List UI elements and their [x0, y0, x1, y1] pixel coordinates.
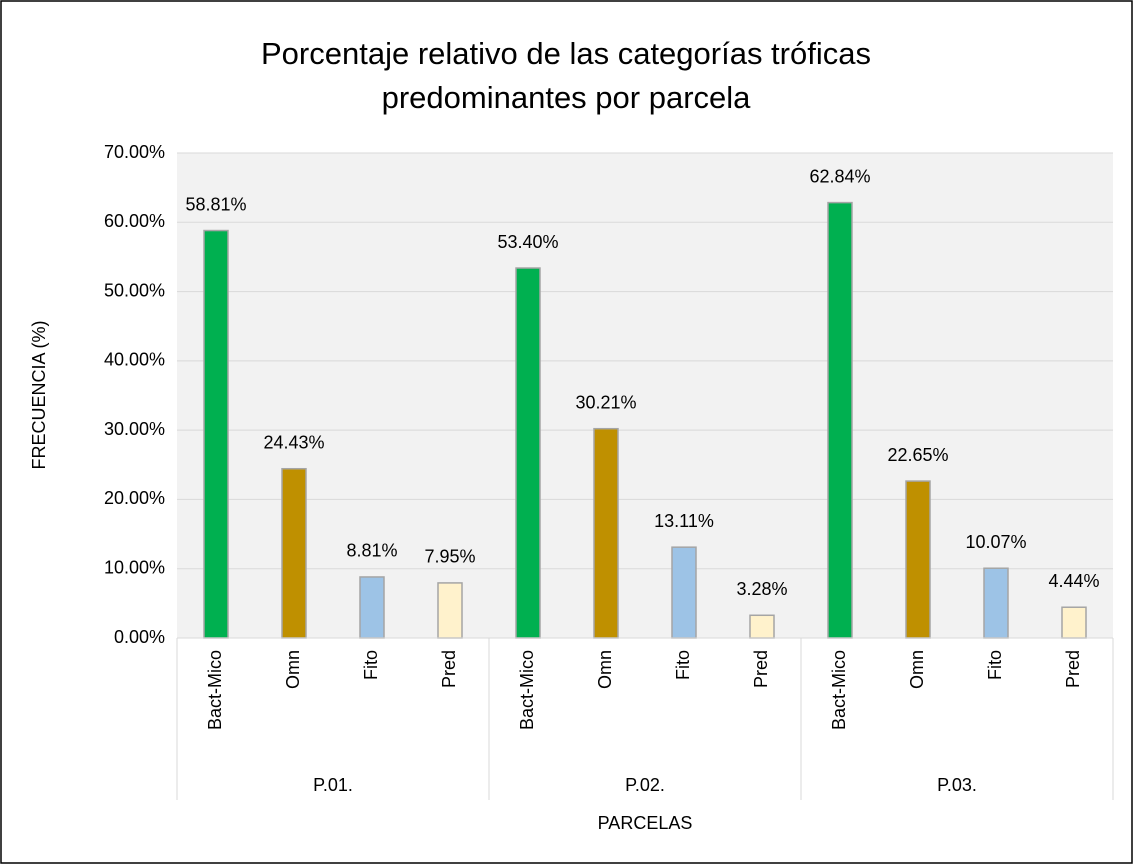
x-tick-label: Pred — [751, 650, 771, 688]
data-label: 30.21% — [575, 392, 636, 412]
y-tick-label: 50.00% — [104, 280, 165, 300]
y-tick-label: 60.00% — [104, 211, 165, 231]
data-label: 22.65% — [887, 445, 948, 465]
group-label: P.01. — [313, 775, 353, 795]
data-label: 53.40% — [497, 232, 558, 252]
bar — [749, 614, 775, 639]
y-tick-label: 40.00% — [104, 350, 165, 370]
group-label: P.02. — [625, 775, 665, 795]
x-axis-title: PARCELAS — [598, 813, 693, 833]
data-label: 3.28% — [736, 579, 787, 599]
bar — [203, 229, 229, 639]
y-tick-label: 30.00% — [104, 419, 165, 439]
data-label: 62.84% — [809, 166, 870, 186]
y-tick-label: 20.00% — [104, 488, 165, 508]
data-label: 24.43% — [263, 432, 324, 452]
data-label: 7.95% — [424, 547, 475, 567]
chart-title: predominantes por parcela — [382, 80, 752, 115]
y-axis-title: FRECUENCIA (%) — [29, 320, 49, 469]
bar — [1061, 606, 1087, 639]
bar — [983, 567, 1009, 639]
bar — [515, 267, 541, 639]
bar — [437, 582, 463, 639]
bar — [905, 480, 931, 639]
x-tick-label: Fito — [985, 650, 1005, 680]
x-tick-label: Bact-Mico — [829, 650, 849, 730]
data-label: 4.44% — [1048, 571, 1099, 591]
y-tick-label: 70.00% — [104, 142, 165, 162]
x-tick-label: Bact-Mico — [205, 650, 225, 730]
x-tick-label: Fito — [673, 650, 693, 680]
bar — [827, 201, 853, 639]
data-label: 13.11% — [654, 511, 714, 531]
x-tick-label: Omn — [595, 650, 615, 689]
bar — [593, 427, 619, 639]
bar — [359, 576, 385, 639]
bar — [671, 546, 697, 639]
x-tick-label: Fito — [361, 650, 381, 680]
data-label: 58.81% — [185, 194, 246, 214]
chart-title: Porcentaje relativo de las categorías tr… — [261, 36, 871, 71]
bar — [281, 467, 307, 639]
x-tick-label: Pred — [439, 650, 459, 688]
y-tick-label: 10.00% — [104, 557, 165, 577]
data-label: 10.07% — [965, 532, 1026, 552]
group-label: P.03. — [937, 775, 977, 795]
x-tick-label: Omn — [283, 650, 303, 689]
x-tick-label: Pred — [1063, 650, 1083, 688]
x-tick-label: Omn — [907, 650, 927, 689]
x-tick-label: Bact-Mico — [517, 650, 537, 730]
y-tick-label: 0.00% — [114, 627, 165, 647]
data-label: 8.81% — [346, 541, 397, 561]
plot-area — [177, 153, 1113, 638]
